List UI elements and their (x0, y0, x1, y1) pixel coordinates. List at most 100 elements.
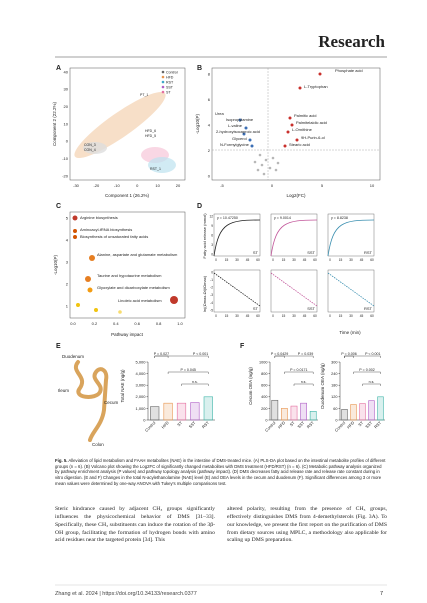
fit-curve (270, 219, 318, 257)
p-value: P = 0.045 (180, 368, 195, 372)
x-tick-label: 45 (360, 314, 364, 318)
annotation: Palmitic acid (294, 113, 316, 118)
point-label: HFD_5 (145, 134, 156, 138)
y-tick-label: 240 (331, 372, 337, 376)
y-tick-label: 400 (261, 395, 267, 399)
x-tick-label: ST (357, 420, 365, 428)
annotation: Phosphate acid (335, 68, 363, 73)
legend-marker (161, 85, 165, 89)
y-tick-label: 180 (331, 384, 337, 388)
y-tick-label: 0 (211, 270, 213, 274)
axis-title: Duodenum OEA (ng/g) (320, 363, 325, 409)
x-tick-label: SST (364, 420, 373, 429)
x-tick-label: 30 (235, 314, 239, 318)
body-column: Steric hindrance caused by adjacent CH₃ … (55, 506, 215, 544)
x-tick-label: HFD (277, 420, 286, 429)
x-tick-label: 60 (313, 258, 317, 262)
x-tick-label: 0.4 (113, 321, 119, 326)
panel-letter: A (56, 65, 61, 72)
plot-frame (69, 211, 186, 319)
fit-curve (327, 272, 375, 307)
y-tick-label: 0 (66, 139, 69, 144)
point-label: PT_1 (140, 93, 148, 97)
mini-plot-frame (327, 269, 375, 313)
mini-plot-frame (327, 213, 375, 257)
volcano-points (253, 153, 280, 176)
significance-bracket (344, 355, 354, 358)
p-value: n.s. (369, 380, 375, 384)
group-label: RST (364, 250, 373, 255)
y-tick-label: -2 (210, 286, 213, 290)
page-number: 7 (380, 591, 384, 597)
x-tick-label: 1.0 (177, 321, 183, 326)
p-value: P = 0.027 (154, 352, 169, 356)
x-tick-label: HFD (346, 420, 355, 429)
cluster-ellipse (83, 142, 107, 154)
legend-marker (161, 80, 165, 84)
p-value: P = 0.006 (341, 352, 356, 356)
y-tick-label: -20 (62, 173, 69, 178)
x-tick-label: 20 (176, 183, 181, 188)
y-tick-label: 10 (64, 121, 69, 126)
volcano-points-down (238, 118, 254, 148)
annotation: Arginine biosynthesis (80, 215, 118, 220)
bar (150, 406, 160, 421)
p-value: P = 0.002 (359, 368, 374, 372)
panel-letter: B (197, 65, 202, 72)
x-tick-label: RST (373, 420, 383, 430)
y-tick-label: 200 (261, 407, 267, 411)
y-tick-label: 120 (331, 395, 337, 399)
annotation: L-Tryptophan (304, 84, 328, 89)
axis-title: Log2(FC) (286, 193, 306, 198)
x-tick-label: 15 (282, 314, 286, 318)
significance-bracket (293, 383, 314, 386)
x-tick-label: 10 (155, 183, 160, 188)
panel-letter: F (240, 343, 245, 350)
significance-bracket (353, 371, 381, 374)
p-value: n.s. (192, 380, 198, 384)
y-tick-label: 40 (64, 69, 69, 74)
intestine-illustration (74, 360, 109, 442)
x-tick-label: 30 (349, 314, 353, 318)
x-tick-label: 30 (292, 314, 296, 318)
annotation: Taurine and hypotaurine metabolism (97, 273, 162, 278)
y-tick-label: 1 (66, 303, 69, 308)
x-tick-label: 0.2 (92, 321, 98, 326)
y-tick-label: 800 (261, 372, 267, 376)
bar (203, 396, 213, 421)
fit-label: y = 10.47250 (217, 216, 238, 220)
y-tick-label: 60 (333, 407, 337, 411)
x-tick-label: 45 (360, 258, 364, 262)
significance-bracket (181, 383, 209, 386)
fit-curve (270, 272, 318, 307)
x-tick-label: 0.6 (134, 321, 140, 326)
fit-curve (213, 219, 261, 257)
bar (377, 396, 384, 421)
axis-title: Time (min) (339, 330, 361, 335)
x-tick-label: HFD (160, 420, 169, 429)
group-label: ST (253, 250, 259, 255)
significance-bracket (154, 355, 209, 358)
organ-label: Colon (92, 442, 104, 447)
caption-text: Alleviation of lipid metabolism and FAAH… (55, 458, 386, 486)
x-tick-label: RST (306, 420, 316, 430)
legend-label: Control (166, 71, 178, 75)
axis-title: Cecum OEA (ng/g) (248, 367, 253, 405)
x-tick-label: 0 (272, 314, 274, 318)
legend-label: ST (166, 91, 171, 95)
legend-marker (161, 70, 165, 74)
bar (281, 408, 288, 421)
bar (359, 403, 366, 421)
y-tick-label: 2,000 (135, 394, 146, 399)
p-value: P < 0.001 (365, 352, 380, 356)
x-tick-label: 60 (370, 258, 374, 262)
y-tick-label: 3,000 (135, 383, 146, 388)
x-tick-label: -20 (94, 183, 101, 188)
legend-label: SST (166, 86, 174, 90)
x-tick-label: 15 (339, 314, 343, 318)
bar (341, 409, 348, 421)
x-tick-label: 60 (256, 314, 260, 318)
annotation: Palmitelaidic acid (296, 120, 327, 125)
journal-name: Research (318, 32, 385, 51)
y-tick-label: 0 (265, 418, 267, 422)
